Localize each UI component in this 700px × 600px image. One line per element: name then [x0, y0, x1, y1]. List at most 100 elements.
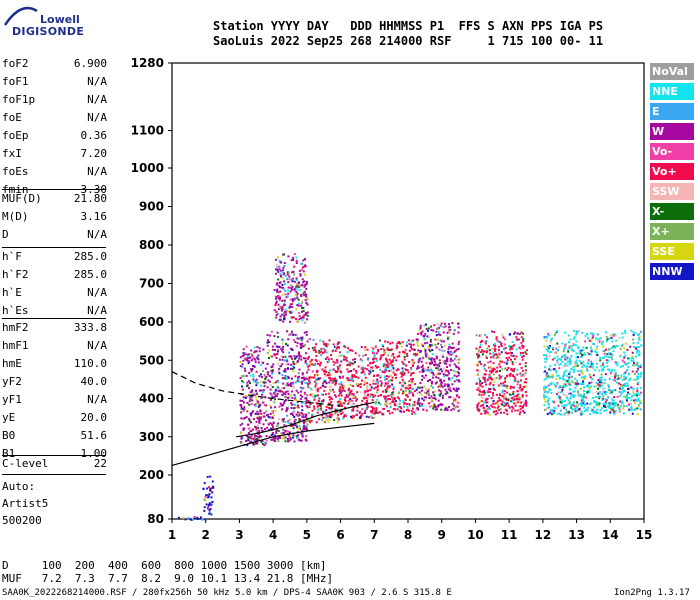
- echo-point: [407, 387, 410, 390]
- echo-point: [396, 342, 399, 345]
- echo-point: [278, 405, 281, 408]
- echo-point: [310, 358, 313, 361]
- echo-point: [255, 435, 258, 437]
- echo-point: [606, 353, 609, 355]
- echo-point: [567, 399, 570, 402]
- echo-point: [292, 333, 295, 336]
- echo-point: [389, 405, 392, 408]
- y-tick-label: 500: [139, 353, 164, 367]
- echo-point: [266, 426, 269, 429]
- echo-point: [270, 355, 273, 358]
- echo-point: [448, 363, 451, 366]
- echo-point: [447, 348, 450, 351]
- echo-point: [577, 391, 580, 394]
- echo-point: [386, 341, 389, 344]
- echo-point: [324, 416, 327, 419]
- echo-point: [346, 359, 349, 362]
- echo-point: [322, 410, 325, 413]
- echo-point: [393, 356, 396, 359]
- echo-point: [565, 369, 568, 372]
- echo-point: [373, 416, 376, 419]
- echo-point: [279, 261, 282, 264]
- echo-point: [303, 402, 306, 405]
- echo-point: [264, 428, 266, 431]
- echo-point: [255, 350, 258, 353]
- echo-point: [495, 376, 498, 379]
- echo-point: [296, 297, 299, 300]
- echo-point: [601, 356, 604, 359]
- echo-point: [551, 337, 553, 340]
- echo-point: [371, 350, 374, 353]
- separator: [2, 474, 106, 475]
- echo-point: [301, 405, 304, 408]
- echo-point: [444, 325, 447, 328]
- echo-point: [488, 366, 491, 369]
- echo-point: [299, 419, 302, 422]
- echo-point: [449, 390, 452, 393]
- echo-point: [306, 385, 309, 388]
- echo-point: [388, 386, 391, 389]
- echo-point: [283, 424, 286, 427]
- echo-point: [520, 379, 522, 382]
- echo-point: [608, 402, 611, 405]
- echo-point: [544, 357, 547, 360]
- echo-point: [571, 376, 573, 379]
- echo-point: [439, 390, 442, 393]
- echo-point: [399, 410, 402, 413]
- echo-point: [347, 379, 350, 382]
- echo-point: [450, 409, 453, 412]
- echo-point: [304, 357, 307, 360]
- echo-point: [327, 402, 330, 405]
- echo-point: [432, 397, 435, 399]
- echo-point: [290, 422, 293, 425]
- echo-point: [412, 343, 415, 346]
- param-row-hes: h`Es N/A: [2, 304, 107, 322]
- echo-point: [581, 331, 584, 334]
- echo-point: [639, 366, 642, 368]
- echo-point: [271, 372, 273, 375]
- echo-point: [558, 412, 561, 415]
- echo-point: [629, 377, 632, 380]
- x-tick-label: 14: [602, 528, 619, 542]
- echo-point: [457, 343, 460, 346]
- echo-point: [301, 381, 304, 384]
- echo-point: [489, 377, 492, 380]
- echo-point: [239, 399, 242, 402]
- echo-point: [425, 396, 427, 399]
- echo-point: [419, 327, 422, 329]
- echo-point: [300, 432, 303, 435]
- echo-point: [609, 389, 612, 392]
- echo-point: [514, 409, 517, 412]
- echo-point: [260, 441, 263, 443]
- echo-point: [324, 375, 327, 378]
- echo-point: [479, 341, 482, 343]
- echo-point: [281, 363, 284, 366]
- echo-point: [477, 350, 480, 352]
- echo-point: [249, 391, 252, 394]
- echo-point: [262, 423, 265, 426]
- echo-point: [364, 376, 367, 379]
- echo-point: [509, 351, 512, 354]
- echo-point: [415, 402, 418, 405]
- echo-point: [446, 331, 449, 334]
- echo-point: [590, 385, 593, 388]
- echo-point: [266, 341, 269, 344]
- echo-point: [505, 403, 507, 406]
- echo-point: [626, 348, 629, 351]
- echo-point: [290, 407, 293, 409]
- echo-point: [493, 373, 495, 376]
- echo-point: [632, 387, 635, 390]
- echo-point: [274, 297, 277, 300]
- echo-point: [293, 416, 296, 418]
- echo-point: [430, 358, 433, 361]
- echo-point: [257, 432, 260, 435]
- echo-point: [241, 437, 244, 440]
- echo-point: [483, 406, 486, 409]
- echo-point: [514, 377, 517, 380]
- echo-point: [557, 349, 560, 352]
- echo-point: [293, 420, 296, 423]
- echo-point: [601, 363, 604, 366]
- echo-point: [354, 396, 357, 399]
- echo-point: [281, 394, 284, 396]
- echo-point: [519, 375, 522, 378]
